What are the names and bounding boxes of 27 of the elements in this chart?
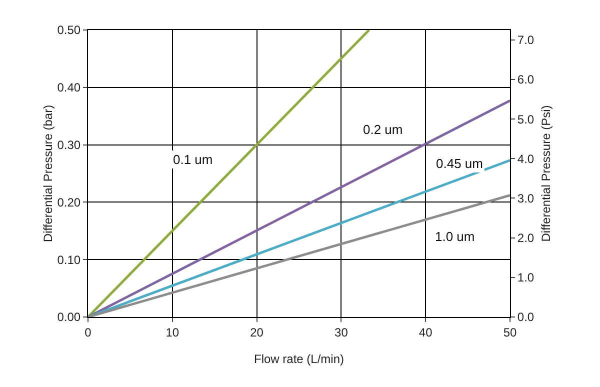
y-axis-title: Differential Pressure (bar) [41,104,56,242]
y2-axis-title: Differential Pressure (Psi) [539,105,553,242]
y2-tick-label: 1.0 [517,270,534,285]
y2-tick-label: 3.0 [517,191,534,206]
x-tick-label: 30 [334,325,348,340]
y-tick-label: 0.50 [57,23,81,38]
x-tick-label: 0 [84,325,92,340]
series-label: 1.0 um [435,229,475,244]
series-label: 0.1 um [173,152,213,167]
x-tick-label: 10 [166,325,180,340]
y2-tick-label: 2.0 [517,231,534,246]
x-tick-label: 50 [503,325,517,340]
y-tick-label: 0.40 [57,80,81,95]
y2-tick-label: 6.0 [517,72,534,87]
y2-tick-label: 7.0 [517,33,534,48]
y2-tick-label: 0.0 [517,310,534,324]
y-tick-label: 0.00 [57,310,81,324]
series-label: 0.2 um [363,122,403,137]
y2-tick-label: 4.0 [517,152,534,166]
series-label: 0.45 um [436,156,483,171]
x-tick-label: 40 [418,325,433,340]
y-tick-label: 0.10 [57,252,81,267]
x-axis-title: Flow rate (L/min) [254,352,344,366]
y-tick-label: 0.20 [57,195,81,210]
x-tick-label: 20 [250,325,264,340]
y-tick-label: 0.30 [57,138,81,152]
y2-tick-label: 5.0 [517,112,534,126]
